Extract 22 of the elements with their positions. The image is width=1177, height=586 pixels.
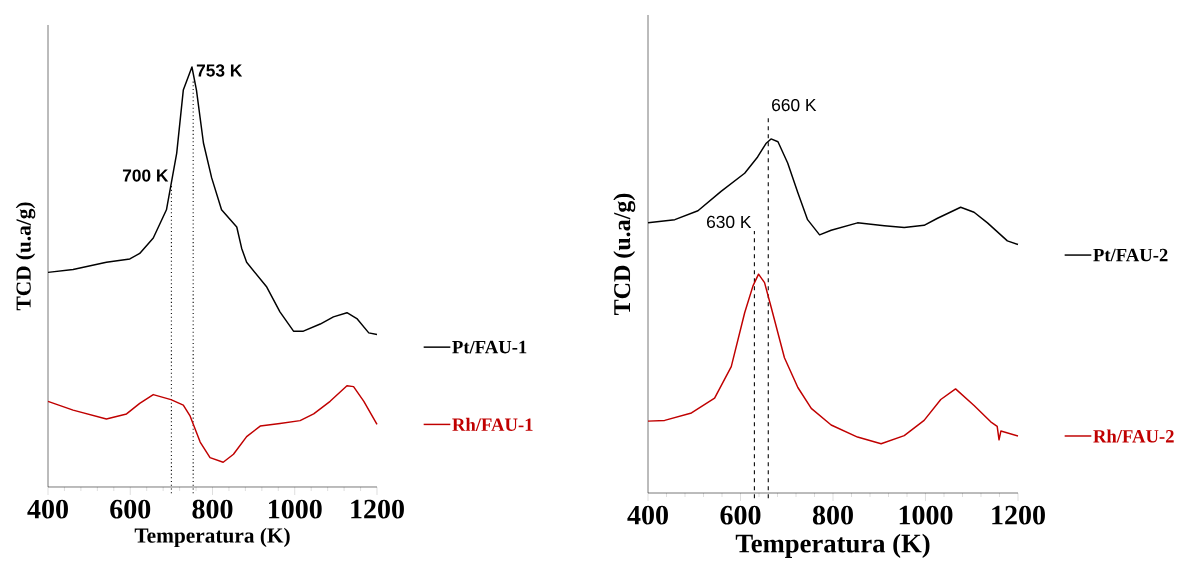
ref-line-label: 660 K (772, 98, 817, 112)
ref-line-label: 753 K (196, 64, 243, 77)
legend-label: Rh/FAU-2 (1093, 429, 1174, 443)
y-axis-title: TCD (u.a/g) (15, 202, 36, 311)
ref-line-label: 700 K (122, 169, 169, 182)
x-tick-label: 600 (720, 505, 761, 525)
x-axis-title: Temperatura (K) (735, 533, 930, 558)
x-tick-label: 400 (27, 499, 68, 519)
x-tick-label: 1000 (899, 505, 953, 525)
x-tick-label: 800 (192, 499, 233, 519)
x-tick-label: 1200 (351, 499, 404, 519)
x-tick-label: 1000 (268, 499, 322, 519)
y-axis-title: TCD (u.a/g) (613, 193, 636, 315)
ref-line-label: 630 K (707, 215, 752, 229)
legend-label: Rh/FAU-1 (452, 417, 533, 431)
legend-label: Pt/FAU-2 (1093, 248, 1168, 262)
x-tick-label: 600 (110, 499, 151, 519)
x-tick-label: 1200 (992, 505, 1045, 525)
x-tick-label: 400 (627, 505, 668, 525)
x-axis-title: Temperatura (K) (134, 527, 290, 548)
x-tick-label: 800 (812, 505, 853, 525)
legend-label: Pt/FAU-1 (452, 340, 527, 354)
